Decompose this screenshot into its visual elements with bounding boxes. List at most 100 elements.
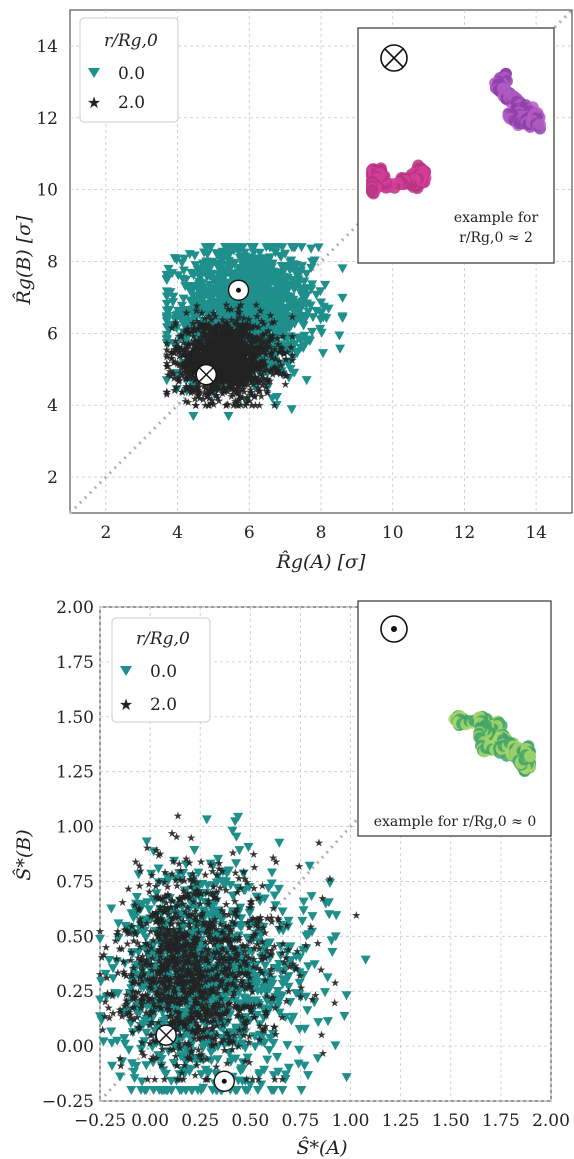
data-point-2.0: ★ (258, 334, 268, 347)
data-point-2.0: ★ (182, 355, 192, 368)
data-point-2.0: ★ (281, 378, 291, 391)
data-point-0.0 (222, 351, 233, 361)
data-point-2.0: ★ (124, 882, 134, 895)
data-point-2.0: ★ (318, 892, 328, 905)
data-point-2.0: ★ (269, 315, 279, 328)
data-point-2.0: ★ (227, 340, 237, 353)
data-point-2.0: ★ (287, 310, 297, 323)
data-point-2.0: ★ (294, 860, 304, 873)
data-point-2.0: ★ (240, 399, 250, 412)
data-point-2.0: ★ (166, 369, 176, 382)
data-point-2.0: ★ (287, 349, 297, 362)
data-point-0.0 (190, 261, 201, 271)
x-tick-label: 4 (172, 523, 183, 543)
top-legend: r/Rg,0 0.0 ★ 2.0 (79, 17, 179, 123)
data-point-2.0: ★ (159, 1073, 169, 1086)
y-tick-label: 6 (47, 324, 58, 344)
data-point-0.0 (301, 269, 312, 279)
top-plot: ★★★★★★★★★★★★★★★★ ★ ★★★★★★★★★★ ★★ ★★ ★ ★★★ ★★★★★… (13, 8, 574, 573)
y-tick-label: 2 (47, 468, 58, 488)
x-tick-label: 10 (382, 523, 404, 543)
top-inset: example for r/Rg,0 ≈ 2 (357, 27, 555, 264)
top-inset-caption-2: r/Rg,0 ≈ 2 (459, 230, 533, 246)
data-point-0.0 (187, 383, 198, 393)
data-point-0.0 (188, 411, 199, 421)
data-point-2.0: ★ (278, 367, 288, 380)
y-tick-label: 10 (36, 181, 58, 201)
data-point-2.0: ★ (240, 358, 250, 371)
data-point-2.0: ★ (250, 861, 260, 874)
data-point-2.0: ★ (239, 312, 249, 325)
data-point-2.0: ★ (181, 306, 191, 319)
data-point-0.0 (185, 365, 196, 375)
data-point-0.0 (337, 264, 348, 274)
data-point-0.0 (334, 331, 345, 341)
data-point-0.0 (307, 327, 318, 337)
data-point-2.0: ★ (249, 848, 259, 861)
data-point-2.0: ★ (223, 303, 233, 316)
data-point-0.0 (209, 389, 220, 399)
data-point-2.0: ★ (201, 346, 211, 359)
top-x-axis-label: R̂g(A) [σ] (276, 551, 366, 573)
data-point-0.0 (313, 243, 324, 253)
data-point-2.0: ★ (192, 383, 202, 396)
top-legend-title: r/Rg,0 (104, 31, 158, 51)
data-point-0.0 (299, 277, 310, 287)
data-point-2.0: ★ (162, 386, 172, 399)
data-point-0.0 (271, 401, 282, 411)
data-point-0.0 (237, 243, 248, 253)
y-tick-label: 14 (36, 37, 58, 57)
data-point-2.0: ★ (192, 299, 202, 312)
data-point-2.0: ★ (212, 335, 222, 348)
data-point-2.0: ★ (184, 327, 194, 340)
data-point-2.0: ★ (277, 1073, 287, 1086)
data-point-2.0: ★ (173, 341, 183, 354)
y-tick-label: 8 (47, 253, 58, 273)
data-point-2.0: ★ (193, 334, 203, 347)
top-legend-entry-1: 2.0 (118, 93, 145, 113)
data-point-0.0 (306, 244, 317, 254)
polymer-bead (534, 118, 546, 131)
data-point-2.0: ★ (236, 339, 246, 352)
data-point-2.0: ★ (313, 937, 323, 950)
top-inset-cross-in-circle-icon (380, 44, 408, 72)
data-point-2.0: ★ (219, 383, 229, 396)
x-tick-label: 14 (525, 523, 547, 543)
data-point-2.0: ★ (118, 896, 128, 909)
top-y-axis-label: R̂g(B) [σ] (13, 215, 35, 306)
data-point-0.0 (184, 250, 195, 260)
data-point-0.0 (301, 376, 312, 386)
top-legend-entry-0: 0.0 (118, 64, 145, 84)
data-point-2.0: ★ (272, 332, 282, 345)
data-point-0.0 (279, 272, 290, 282)
top-series-0.0 (161, 243, 348, 421)
x-tick-label: 12 (454, 523, 476, 543)
data-point-2.0: ★ (259, 364, 269, 377)
cross-in-circle-marker-icon (195, 363, 217, 386)
y-tick-label: 4 (47, 396, 58, 416)
x-tick-label: 2 (100, 523, 111, 543)
data-point-2.0: ★ (269, 399, 279, 412)
top-inset-caption-1: example for (454, 210, 539, 226)
data-point-2.0: ★ (217, 358, 227, 371)
data-point-2.0: ★ (284, 985, 294, 998)
data-point-2.0: ★ (98, 1023, 108, 1036)
data-point-2.0: ★ (248, 378, 258, 391)
polymer-bead (366, 184, 378, 197)
data-point-0.0 (294, 269, 305, 279)
data-point-2.0: ★ (102, 972, 112, 985)
dot-in-circle-marker-icon (227, 279, 250, 301)
x-tick-label: 6 (244, 523, 255, 543)
top-legend-star-icon: ★ (87, 93, 101, 112)
data-point-2.0: ★ (221, 317, 231, 330)
data-point-2.0: ★ (310, 989, 320, 1002)
data-point-2.0: ★ (317, 1028, 327, 1041)
data-point-2.0: ★ (170, 318, 180, 331)
data-point-2.0: ★ (301, 939, 311, 952)
data-point-2.0: ★ (150, 1073, 160, 1086)
data-point-0.0 (337, 313, 348, 323)
y-tick-label: 12 (36, 109, 58, 129)
data-point-0.0 (320, 280, 331, 290)
data-point-2.0: ★ (316, 964, 326, 977)
